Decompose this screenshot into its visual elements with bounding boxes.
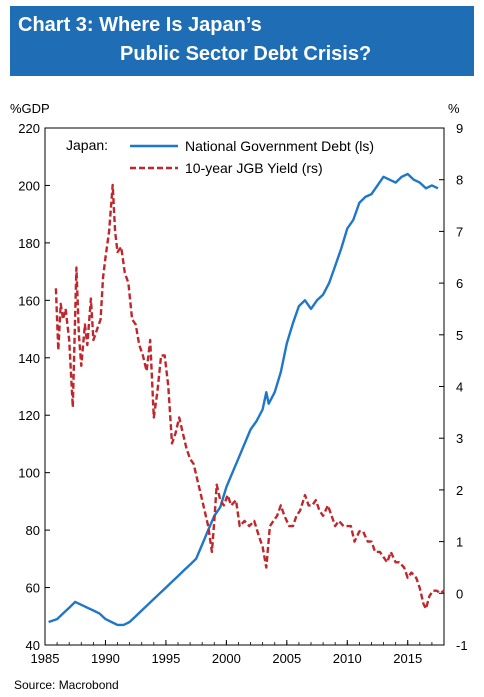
- x-tick-label: 1995: [151, 651, 180, 666]
- series-line-2: [54, 183, 445, 610]
- chart-title-line-2: Public Sector Debt Crisis?: [120, 43, 372, 65]
- source-note: Source: Macrobond: [14, 678, 119, 692]
- right-tick-label: 2: [456, 483, 463, 498]
- right-tick-label: 5: [456, 328, 463, 343]
- right-tick-label: 0: [456, 586, 463, 601]
- chart-title-line-1: Chart 3: Where Is Japan’s: [18, 14, 262, 36]
- left-tick-label: 100: [18, 466, 40, 481]
- left-tick-label: 40: [26, 638, 40, 653]
- left-tick-label: 140: [18, 351, 40, 366]
- right-axis-unit: %: [448, 101, 460, 116]
- left-tick-label: 160: [18, 293, 40, 308]
- left-tick-label: 200: [18, 178, 40, 193]
- series-line-1: [48, 172, 439, 627]
- right-tick-label: -1: [456, 638, 468, 653]
- x-tick-label: 1985: [31, 651, 60, 666]
- left-tick-label: 180: [18, 236, 40, 251]
- left-tick-label: 120: [18, 408, 40, 423]
- plot-frame: [44, 127, 445, 646]
- x-tick-label: 1990: [91, 651, 120, 666]
- right-tick-label: 6: [456, 276, 463, 291]
- left-tick-label: 80: [26, 523, 40, 538]
- right-tick-label: 7: [456, 224, 463, 239]
- x-tick-label: 2000: [212, 651, 241, 666]
- left-axis-unit: %GDP: [10, 101, 50, 116]
- right-tick-label: 1: [456, 535, 463, 550]
- legend-label-1: National Government Debt (ls): [185, 138, 374, 154]
- right-tick-label: 9: [456, 121, 463, 136]
- left-tick-label: 220: [18, 121, 40, 136]
- left-tick-label: 60: [26, 581, 40, 596]
- right-tick-label: 4: [456, 380, 463, 395]
- legend-label-2: 10-year JGB Yield (rs): [185, 160, 323, 176]
- right-tick-label: 3: [456, 431, 463, 446]
- x-tick-label: 2010: [333, 651, 362, 666]
- legend-title: Japan:: [66, 137, 108, 153]
- x-tick-label: 2005: [272, 651, 301, 666]
- right-tick-label: 8: [456, 173, 463, 188]
- chart-title-banner: Chart 3: Where Is Japan’s Public Sector …: [10, 6, 474, 76]
- x-tick-label: 2015: [393, 651, 422, 666]
